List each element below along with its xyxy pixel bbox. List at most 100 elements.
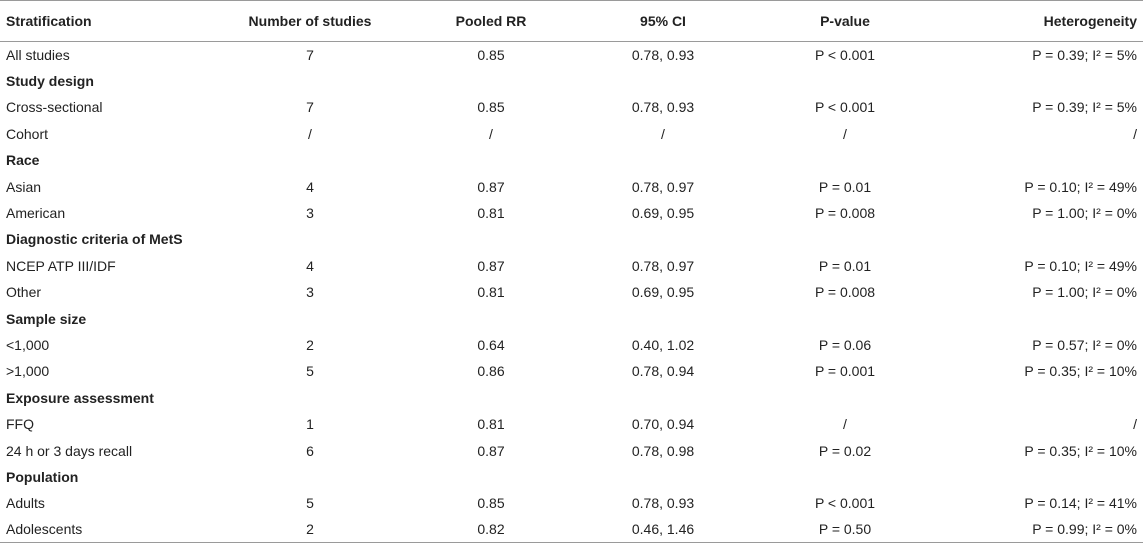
cell-95-ci: 0.69, 0.95 bbox=[631, 284, 695, 301]
cell-heterogeneity: P = 1.00; I² = 0% bbox=[1032, 205, 1137, 222]
cell-number-of-studies: 4 bbox=[306, 257, 314, 274]
table-row: Asian 4 0.87 0.78, 0.97 P = 0.01 P = 0.10; I²… bbox=[0, 173, 1143, 199]
cell-heterogeneity: / bbox=[1133, 125, 1137, 142]
cell-pooled-rr: 0.86 bbox=[477, 363, 505, 380]
cell-stratification: 24 h or 3 days recall bbox=[6, 442, 133, 459]
cell-heterogeneity: P = 0.39; I² = 5% bbox=[1032, 99, 1137, 116]
cell-heterogeneity: P = 0.14; I² = 41% bbox=[1024, 495, 1137, 512]
cell-p-value: P = 0.008 bbox=[814, 205, 876, 222]
cell-p-value: P = 0.01 bbox=[818, 178, 872, 195]
cell-95-ci: 0.78, 0.97 bbox=[631, 257, 695, 274]
cell-number-of-studies: 6 bbox=[306, 442, 314, 459]
cell-stratification: All studies bbox=[6, 46, 70, 63]
group-label: Population bbox=[6, 468, 79, 485]
cell-p-value: P < 0.001 bbox=[814, 46, 876, 63]
table-row: Cross-sectional 7 0.85 0.78, 0.93 P < 0.001 P… bbox=[0, 94, 1143, 120]
table-row: Other 3 0.81 0.69, 0.95 P = 0.008 P = 1.00; I… bbox=[0, 279, 1143, 305]
group-label: Study design bbox=[6, 73, 94, 90]
cell-p-value: / bbox=[843, 416, 847, 433]
cell-pooled-rr: 0.87 bbox=[477, 257, 505, 274]
table-row: American 3 0.81 0.69, 0.95 P = 0.008 P = 1.00… bbox=[0, 200, 1143, 226]
cell-p-value: / bbox=[843, 125, 847, 142]
cell-number-of-studies: 2 bbox=[306, 336, 314, 353]
cell-p-value: P = 0.06 bbox=[818, 336, 872, 353]
cell-pooled-rr: 0.81 bbox=[477, 205, 505, 222]
cell-heterogeneity: P = 0.39; I² = 5% bbox=[1032, 46, 1137, 63]
cell-stratification: Adolescents bbox=[6, 521, 83, 538]
table-row: All studies 7 0.85 0.78, 0.93 P < 0.001 P = 0… bbox=[0, 42, 1143, 68]
cell-heterogeneity: P = 0.57; I² = 0% bbox=[1032, 336, 1137, 353]
cell-stratification: NCEP ATP III/IDF bbox=[6, 257, 116, 274]
header-heterogeneity: Heterogeneity bbox=[1043, 13, 1137, 29]
cell-heterogeneity: / bbox=[1133, 416, 1137, 433]
cell-pooled-rr: 0.87 bbox=[477, 442, 505, 459]
cell-stratification: <1,000 bbox=[6, 336, 50, 353]
cell-p-value: P = 0.50 bbox=[818, 521, 872, 538]
cell-number-of-studies: 5 bbox=[306, 363, 314, 380]
cell-stratification: >1,000 bbox=[6, 363, 50, 380]
group-label: Exposure assessment bbox=[6, 389, 154, 406]
cell-number-of-studies: 7 bbox=[306, 99, 314, 116]
group-label: Race bbox=[6, 152, 40, 169]
cell-stratification: FFQ bbox=[6, 416, 34, 433]
cell-pooled-rr: 0.64 bbox=[477, 336, 505, 353]
cell-heterogeneity: P = 1.00; I² = 0% bbox=[1032, 284, 1137, 301]
cell-p-value: P < 0.001 bbox=[814, 99, 876, 116]
cell-pooled-rr: 0.85 bbox=[477, 495, 505, 512]
header-pooled-rr: Pooled RR bbox=[455, 13, 527, 29]
cell-number-of-studies: 2 bbox=[306, 521, 314, 538]
cell-95-ci: 0.78, 0.97 bbox=[631, 178, 695, 195]
cell-stratification: American bbox=[6, 205, 66, 222]
header-number-of-studies: Number of studies bbox=[248, 13, 372, 29]
cell-95-ci: 0.78, 0.94 bbox=[631, 363, 695, 380]
cell-95-ci: 0.78, 0.93 bbox=[631, 99, 695, 116]
table-row: FFQ 1 0.81 0.70, 0.94 / / bbox=[0, 411, 1143, 437]
cell-pooled-rr: 0.81 bbox=[477, 284, 505, 301]
table-row: Adolescents 2 0.82 0.46, 1.46 P = 0.50 P = 0.… bbox=[0, 517, 1143, 543]
cell-pooled-rr: / bbox=[489, 125, 493, 142]
group-header-row: Race bbox=[0, 147, 1143, 173]
cell-pooled-rr: 0.85 bbox=[477, 99, 505, 116]
table-body: All studies 7 0.85 0.78, 0.93 P < 0.001 P = 0… bbox=[0, 42, 1143, 543]
header-p-value: P-value bbox=[820, 13, 870, 29]
cell-number-of-studies: 4 bbox=[306, 178, 314, 195]
cell-heterogeneity: P = 0.10; I² = 49% bbox=[1024, 257, 1137, 274]
cell-number-of-studies: / bbox=[308, 125, 312, 142]
cell-p-value: P = 0.008 bbox=[814, 284, 876, 301]
cell-p-value: P = 0.02 bbox=[818, 442, 872, 459]
cell-number-of-studies: 3 bbox=[306, 205, 314, 222]
cell-stratification: Other bbox=[6, 284, 42, 301]
cell-heterogeneity: P = 0.10; I² = 49% bbox=[1024, 178, 1137, 195]
cell-95-ci: 0.69, 0.95 bbox=[631, 205, 695, 222]
table-header-row: Stratification Number of studies Pooled … bbox=[0, 0, 1143, 42]
cell-number-of-studies: 3 bbox=[306, 284, 314, 301]
table-row: Adults 5 0.85 0.78, 0.93 P < 0.001 P = 0.14; … bbox=[0, 490, 1143, 516]
cell-pooled-rr: 0.82 bbox=[477, 521, 505, 538]
cell-number-of-studies: 1 bbox=[306, 416, 314, 433]
cell-stratification: Adults bbox=[6, 495, 45, 512]
cell-95-ci: 0.78, 0.98 bbox=[631, 442, 695, 459]
cell-heterogeneity: P = 0.35; I² = 10% bbox=[1024, 363, 1137, 380]
group-header-row: Study design bbox=[0, 68, 1143, 94]
cell-number-of-studies: 5 bbox=[306, 495, 314, 512]
cell-stratification: Cross-sectional bbox=[6, 99, 103, 116]
cell-p-value: P = 0.01 bbox=[818, 257, 872, 274]
header-95-ci: 95% CI bbox=[640, 13, 686, 29]
table-row: 24 h or 3 days recall 6 0.87 0.78, 0.98 P = … bbox=[0, 437, 1143, 463]
cell-heterogeneity: P = 0.35; I² = 10% bbox=[1024, 442, 1137, 459]
group-header-row: Diagnostic criteria of MetS bbox=[0, 226, 1143, 252]
group-header-row: Sample size bbox=[0, 305, 1143, 331]
table-row: NCEP ATP III/IDF 4 0.87 0.78, 0.97 P = 0.01 P… bbox=[0, 253, 1143, 279]
table-row: <1,000 2 0.64 0.40, 1.02 P = 0.06 P = 0.57; I… bbox=[0, 332, 1143, 358]
group-label: Sample size bbox=[6, 310, 87, 327]
table-row: Cohort / / / / / bbox=[0, 121, 1143, 147]
table-row: >1,000 5 0.86 0.78, 0.94 P = 0.001 P = 0.35; … bbox=[0, 358, 1143, 384]
header-stratification: Stratification bbox=[6, 13, 92, 29]
cell-pooled-rr: 0.81 bbox=[477, 416, 505, 433]
cell-stratification: Cohort bbox=[6, 125, 49, 142]
cell-stratification: Asian bbox=[6, 178, 42, 195]
cell-p-value: P = 0.001 bbox=[814, 363, 876, 380]
cell-pooled-rr: 0.85 bbox=[477, 46, 505, 63]
group-label: Diagnostic criteria of MetS bbox=[6, 231, 183, 248]
